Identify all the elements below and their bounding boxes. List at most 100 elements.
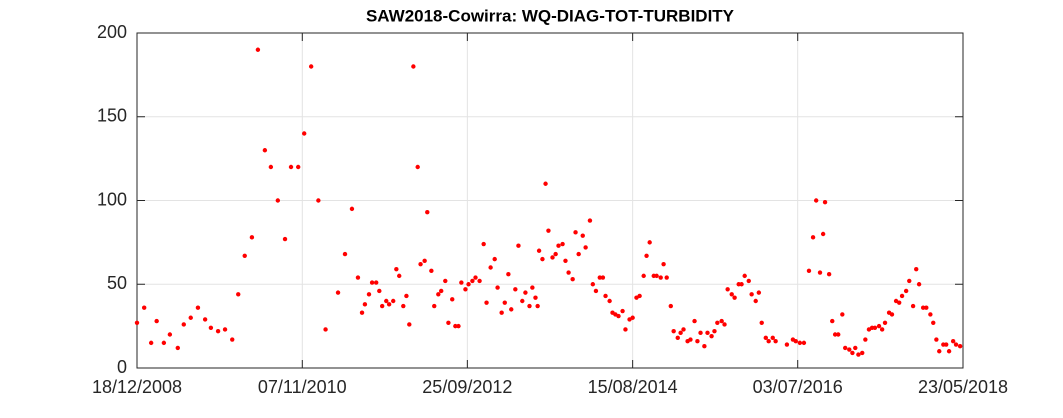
data-point [644, 253, 649, 258]
data-point [488, 265, 493, 270]
data-point [161, 340, 167, 346]
data-point [566, 270, 571, 275]
data-point [668, 303, 673, 309]
data-point [195, 305, 201, 310]
data-point [573, 230, 578, 235]
data-point [759, 320, 764, 325]
data-point [753, 298, 758, 304]
x-tick-label: 07/11/2010 [258, 377, 347, 397]
data-point [702, 344, 707, 349]
data-point [477, 278, 482, 284]
data-point [641, 273, 646, 279]
x-tick-label: 18/12/2008 [92, 377, 182, 397]
data-point [817, 270, 823, 275]
data-point [415, 164, 420, 170]
data-point [422, 258, 427, 263]
data-point [502, 300, 507, 305]
data-point [308, 64, 314, 69]
data-point [513, 287, 518, 292]
data-point [397, 273, 402, 279]
data-point [813, 198, 819, 203]
data-point [678, 330, 683, 336]
data-point [275, 198, 281, 203]
data-point [391, 298, 396, 304]
data-point [623, 327, 628, 332]
data-point [830, 318, 835, 324]
data-point [719, 318, 724, 324]
data-point [616, 313, 621, 319]
data-point [134, 320, 140, 325]
data-point [580, 233, 585, 238]
data-point [439, 288, 444, 294]
data-point [459, 280, 464, 285]
data-point [910, 303, 916, 309]
data-point [658, 275, 663, 280]
data-point [255, 47, 261, 52]
data-point [527, 303, 532, 309]
data-point [896, 300, 902, 305]
data-point [359, 310, 365, 315]
x-tick-label: 15/08/2014 [588, 377, 678, 397]
data-point [944, 342, 949, 347]
data-point [603, 293, 608, 299]
data-point [810, 235, 816, 240]
data-point [443, 278, 448, 284]
data-point [692, 318, 697, 324]
data-point [202, 317, 208, 322]
data-point [450, 297, 455, 302]
data-point [456, 323, 461, 329]
data-point [924, 305, 929, 310]
data-point [832, 332, 838, 337]
data-point [583, 245, 588, 250]
data-point [404, 293, 409, 299]
data-point [560, 241, 565, 247]
y-tick-label: 100 [97, 189, 127, 209]
data-point [826, 272, 832, 277]
data-point [208, 325, 214, 330]
data-point [249, 235, 255, 240]
data-point [843, 345, 848, 351]
data-point [282, 236, 288, 242]
data-point [853, 345, 858, 351]
data-point [903, 288, 909, 294]
y-tick-label: 50 [107, 273, 127, 293]
data-point [937, 349, 942, 354]
data-point [262, 148, 268, 153]
data-point [222, 327, 228, 332]
data-point [620, 308, 625, 314]
data-point [654, 273, 659, 279]
data-point [466, 282, 471, 287]
data-point [550, 255, 555, 260]
y-tick-label: 150 [97, 106, 127, 126]
data-point [836, 332, 841, 337]
data-point [840, 312, 845, 317]
data-point [373, 280, 379, 285]
data-point [661, 261, 666, 267]
data-point [630, 315, 635, 320]
data-point [928, 312, 933, 317]
data-point [671, 328, 676, 334]
data-point [432, 303, 437, 309]
data-point [188, 315, 193, 320]
data-point [436, 292, 441, 297]
data-point [563, 258, 568, 263]
data-point [705, 330, 710, 336]
data-point [553, 251, 558, 257]
data-point [756, 290, 762, 295]
data-point [914, 266, 919, 272]
x-tick-label: 03/07/2016 [753, 377, 843, 397]
data-point [481, 241, 486, 247]
data-point [593, 288, 599, 294]
data-point [920, 305, 926, 310]
y-tick-label: 0 [117, 357, 127, 377]
data-point [953, 342, 959, 347]
data-point [889, 312, 895, 317]
data-point [316, 198, 321, 203]
data-point [587, 218, 593, 223]
data-point [446, 320, 451, 325]
data-point [916, 282, 922, 287]
data-point [473, 275, 478, 280]
data-point [899, 293, 905, 299]
data-point [793, 339, 798, 344]
data-point [411, 64, 416, 69]
